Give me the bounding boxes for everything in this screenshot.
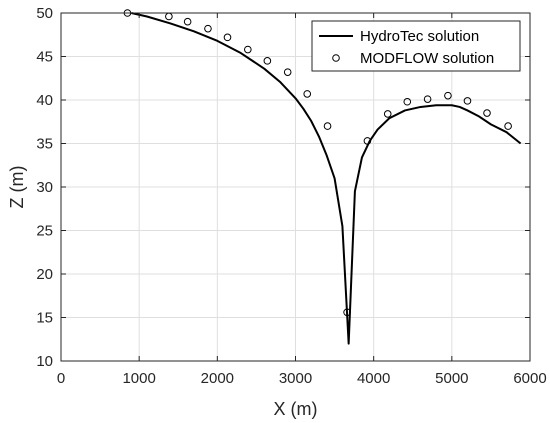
y-tick-label: 40 <box>36 92 53 109</box>
data-point <box>383 110 392 118</box>
series-line-0 <box>131 12 522 345</box>
x-tick-label: 2000 <box>201 370 234 387</box>
data-point <box>363 137 372 145</box>
data-point <box>303 90 312 98</box>
data-point <box>463 97 472 105</box>
legend-marker-sample <box>332 54 340 62</box>
data-point <box>323 122 332 130</box>
y-tick-label: 45 <box>36 49 53 66</box>
y-tick-label: 35 <box>36 136 53 153</box>
data-point <box>504 122 512 130</box>
x-tick-label: 6000 <box>513 370 546 387</box>
data-point <box>263 57 272 65</box>
y-tick-label: 30 <box>36 179 53 196</box>
legend-label-modflow: MODFLOW solution <box>360 50 494 67</box>
data-point <box>403 97 412 106</box>
x-tick-label: 4000 <box>357 370 390 387</box>
y-tick-label: 15 <box>36 310 53 327</box>
y-tick-label: 20 <box>36 266 53 283</box>
y-tick-label: 25 <box>36 223 53 240</box>
data-point <box>223 33 232 42</box>
y-axis-label: Z (m) <box>7 166 27 209</box>
legend-box <box>311 20 521 72</box>
data-point <box>483 109 491 117</box>
data-point <box>244 45 252 54</box>
x-tick-label: 0 <box>57 370 65 387</box>
x-tick-label: 1000 <box>122 370 155 387</box>
data-point <box>183 17 192 26</box>
legend: HydroTec solution MODFLOW solution <box>311 20 521 72</box>
data-point <box>444 91 452 100</box>
data-point <box>204 24 212 33</box>
y-tick-label: 50 <box>36 5 53 22</box>
x-tick-label: 3000 <box>279 370 312 387</box>
legend-label-hydrotec: HydroTec solution <box>360 28 479 45</box>
series-layer <box>123 9 522 345</box>
data-point <box>165 12 173 21</box>
y-tick-label: 10 <box>36 353 53 370</box>
ticks: 0 1000 2000 3000 4000 5000 6000 10 15 20 25 30 35 40 4… <box>36 5 546 387</box>
data-point <box>423 95 432 103</box>
x-tick-label: 5000 <box>435 370 468 387</box>
data-point <box>283 68 292 76</box>
data-point <box>343 308 351 317</box>
x-axis-label: X (m) <box>274 399 318 419</box>
